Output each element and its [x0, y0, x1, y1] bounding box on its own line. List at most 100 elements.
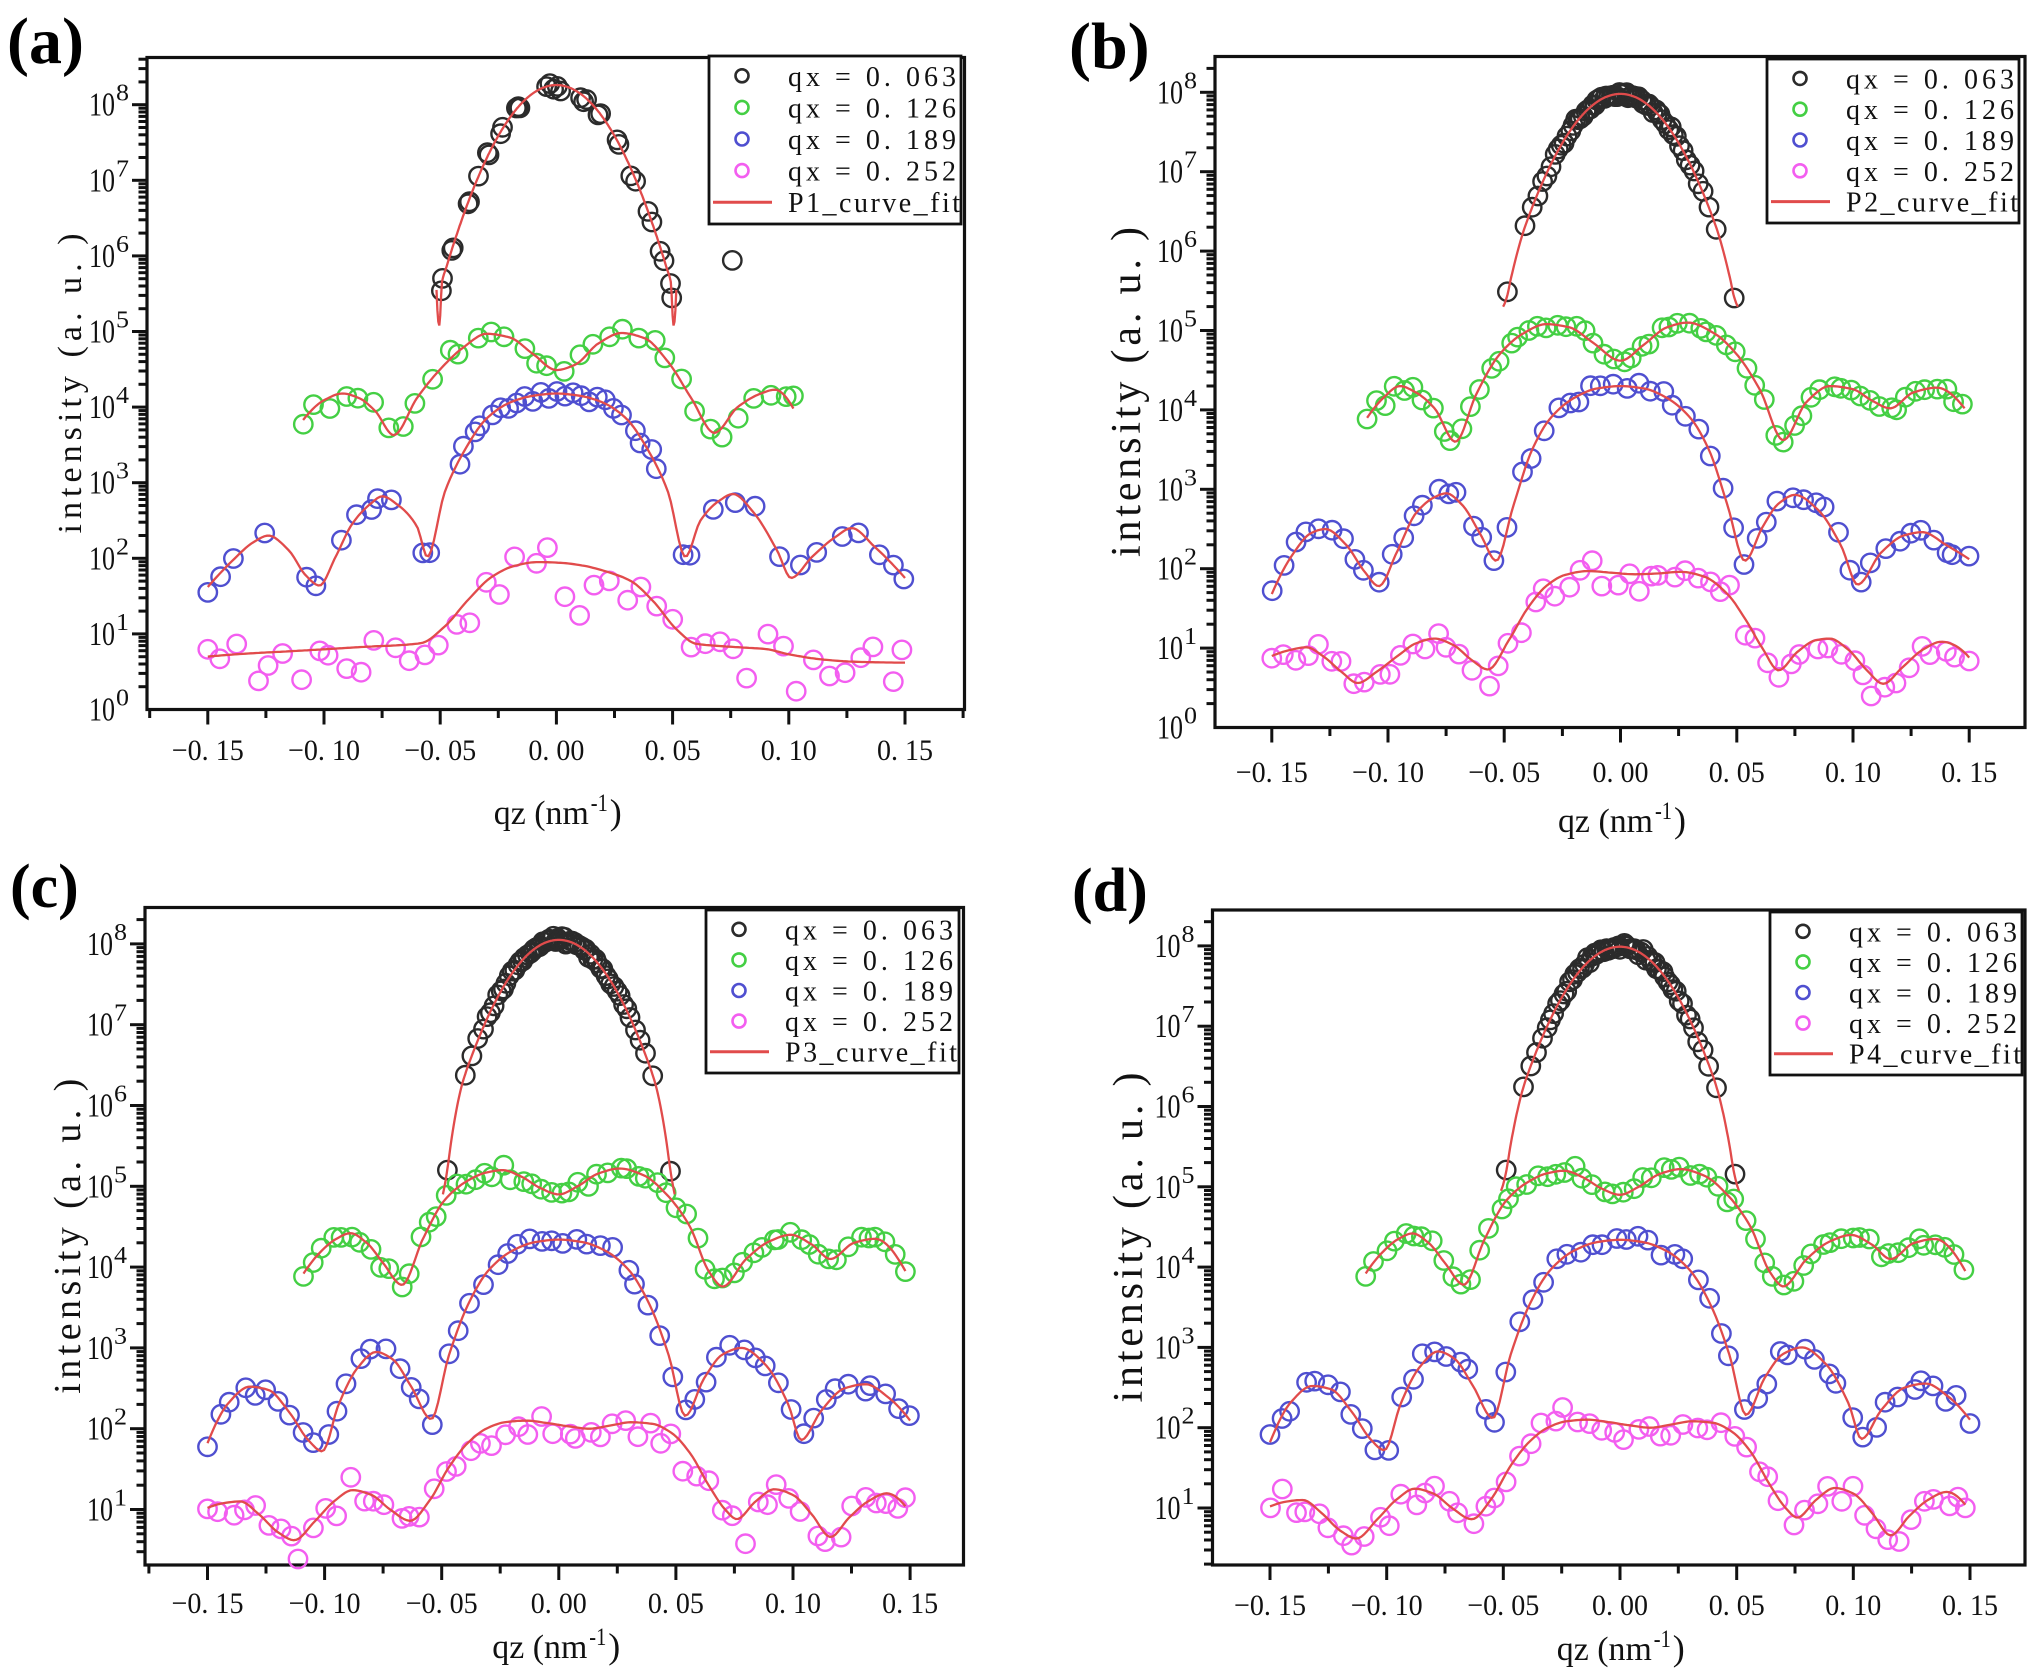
svg-text:(d): (d) — [1072, 857, 1148, 925]
svg-text:0: 0 — [1184, 704, 1197, 730]
svg-text:7: 7 — [1182, 1002, 1195, 1028]
svg-text:0. 10: 0. 10 — [1825, 756, 1881, 789]
svg-text:qx = 0. 063: qx = 0. 063 — [788, 62, 956, 93]
svg-text:1: 1 — [114, 1486, 127, 1512]
svg-text:qx = 0. 063: qx = 0. 063 — [1846, 64, 2014, 95]
svg-text:qz (nm: qz (nm — [494, 795, 589, 832]
svg-text:0. 15: 0. 15 — [1942, 1589, 1998, 1622]
svg-text:qx = 0. 063: qx = 0. 063 — [1849, 917, 2017, 948]
svg-text:6: 6 — [116, 232, 129, 258]
svg-text:0. 05: 0. 05 — [645, 734, 701, 767]
svg-text:qx = 0. 189: qx = 0. 189 — [788, 125, 956, 156]
svg-text:−0. 05: −0. 05 — [1468, 756, 1540, 789]
svg-text:10: 10 — [1157, 551, 1183, 588]
svg-text:0. 15: 0. 15 — [877, 734, 933, 767]
svg-text:10: 10 — [89, 692, 115, 729]
svg-text:0. 10: 0. 10 — [765, 1587, 821, 1620]
svg-text:10: 10 — [89, 616, 115, 653]
svg-text:5: 5 — [1184, 307, 1197, 333]
svg-text:0. 00: 0. 00 — [531, 1587, 587, 1620]
svg-text:10: 10 — [89, 465, 115, 502]
svg-text:−0. 15: −0. 15 — [172, 1587, 244, 1620]
svg-text:10: 10 — [87, 1088, 113, 1125]
svg-text:6: 6 — [114, 1082, 127, 1108]
svg-text:−0. 15: −0. 15 — [1236, 756, 1308, 789]
svg-text:-1: -1 — [1655, 798, 1672, 825]
svg-text:10: 10 — [1157, 392, 1183, 429]
svg-text:2: 2 — [116, 534, 129, 560]
svg-text:10: 10 — [1155, 1089, 1181, 1126]
svg-text:5: 5 — [116, 308, 129, 334]
svg-text:10: 10 — [87, 1168, 113, 1205]
svg-text:qz (nm: qz (nm — [1558, 803, 1653, 840]
svg-text:0. 00: 0. 00 — [1592, 1589, 1648, 1622]
svg-text:3: 3 — [1184, 465, 1197, 491]
svg-text:1: 1 — [116, 610, 129, 636]
svg-text:10: 10 — [89, 389, 115, 426]
svg-text:7: 7 — [116, 156, 129, 182]
svg-text:qx = 0. 252: qx = 0. 252 — [1849, 1009, 2017, 1040]
svg-text:(a): (a) — [7, 5, 84, 78]
svg-text:qx = 0. 189: qx = 0. 189 — [785, 977, 953, 1008]
svg-text:qx = 0. 189: qx = 0. 189 — [1849, 979, 2017, 1010]
svg-text:P1_curve_fit: P1_curve_fit — [788, 188, 960, 219]
svg-text:10: 10 — [87, 1492, 113, 1529]
svg-text:intensity (a. u. ): intensity (a. u. ) — [1104, 227, 1150, 557]
svg-text:10: 10 — [1155, 1329, 1181, 1366]
svg-text:−0. 10: −0. 10 — [289, 1587, 361, 1620]
svg-text:1: 1 — [1184, 624, 1197, 650]
svg-text:qx = 0. 126: qx = 0. 126 — [788, 93, 956, 124]
svg-text:qx = 0. 063: qx = 0. 063 — [785, 915, 953, 946]
svg-text:8: 8 — [114, 920, 127, 946]
svg-text:10: 10 — [1155, 928, 1181, 965]
svg-text:P2_curve_fit: P2_curve_fit — [1846, 188, 2018, 219]
svg-text:0. 15: 0. 15 — [1941, 756, 1997, 789]
svg-text:10: 10 — [87, 1249, 113, 1286]
svg-text:(b): (b) — [1069, 10, 1150, 83]
svg-text:0. 10: 0. 10 — [761, 734, 817, 767]
svg-text:): ) — [610, 792, 622, 832]
svg-text:intensity (a. u. ): intensity (a. u. ) — [1106, 1073, 1152, 1403]
svg-text:3: 3 — [116, 459, 129, 485]
svg-text:qx = 0. 126: qx = 0. 126 — [1846, 95, 2014, 126]
svg-text:10: 10 — [89, 87, 115, 124]
svg-text:10: 10 — [1157, 710, 1183, 747]
svg-text:−0. 05: −0. 05 — [404, 734, 476, 767]
svg-text:2: 2 — [114, 1405, 127, 1431]
svg-text:0: 0 — [116, 686, 129, 712]
svg-text:0. 05: 0. 05 — [648, 1587, 704, 1620]
svg-text:−0. 15: −0. 15 — [1234, 1589, 1306, 1622]
svg-text:10: 10 — [87, 1007, 113, 1044]
svg-text:0. 00: 0. 00 — [1593, 756, 1649, 789]
svg-text:4: 4 — [1184, 386, 1197, 412]
svg-text:10: 10 — [1157, 74, 1183, 111]
svg-text:10: 10 — [1155, 1410, 1181, 1447]
svg-text:10: 10 — [1155, 1169, 1181, 1206]
svg-text:6: 6 — [1182, 1083, 1195, 1109]
svg-text:intensity (a. u. ): intensity (a. u. ) — [47, 1079, 89, 1394]
svg-text:6: 6 — [1184, 227, 1197, 253]
svg-text:qz (nm: qz (nm — [1557, 1631, 1652, 1668]
svg-text:0. 05: 0. 05 — [1709, 756, 1765, 789]
svg-text:-1: -1 — [591, 790, 608, 817]
svg-text:7: 7 — [1184, 148, 1197, 174]
svg-text:10: 10 — [87, 1411, 113, 1448]
svg-text:P4_curve_fit: P4_curve_fit — [1849, 1040, 2021, 1071]
svg-text:qx = 0. 252: qx = 0. 252 — [785, 1007, 953, 1038]
svg-text:1: 1 — [1182, 1484, 1195, 1510]
svg-text:5: 5 — [1182, 1163, 1195, 1189]
svg-text:−0. 05: −0. 05 — [1467, 1589, 1539, 1622]
svg-text:−0. 10: −0. 10 — [1352, 756, 1424, 789]
svg-text:4: 4 — [1182, 1243, 1195, 1269]
svg-text:2: 2 — [1184, 545, 1197, 571]
svg-text:-1: -1 — [1654, 1626, 1671, 1653]
svg-text:10: 10 — [89, 540, 115, 577]
svg-text:0. 15: 0. 15 — [882, 1587, 938, 1620]
svg-text:P3_curve_fit: P3_curve_fit — [785, 1038, 957, 1069]
svg-text:10: 10 — [1157, 313, 1183, 350]
svg-text:10: 10 — [89, 162, 115, 199]
svg-text:10: 10 — [1157, 471, 1183, 508]
svg-text:5: 5 — [114, 1162, 127, 1188]
svg-text:10: 10 — [1157, 154, 1183, 191]
svg-text:10: 10 — [1155, 1008, 1181, 1045]
